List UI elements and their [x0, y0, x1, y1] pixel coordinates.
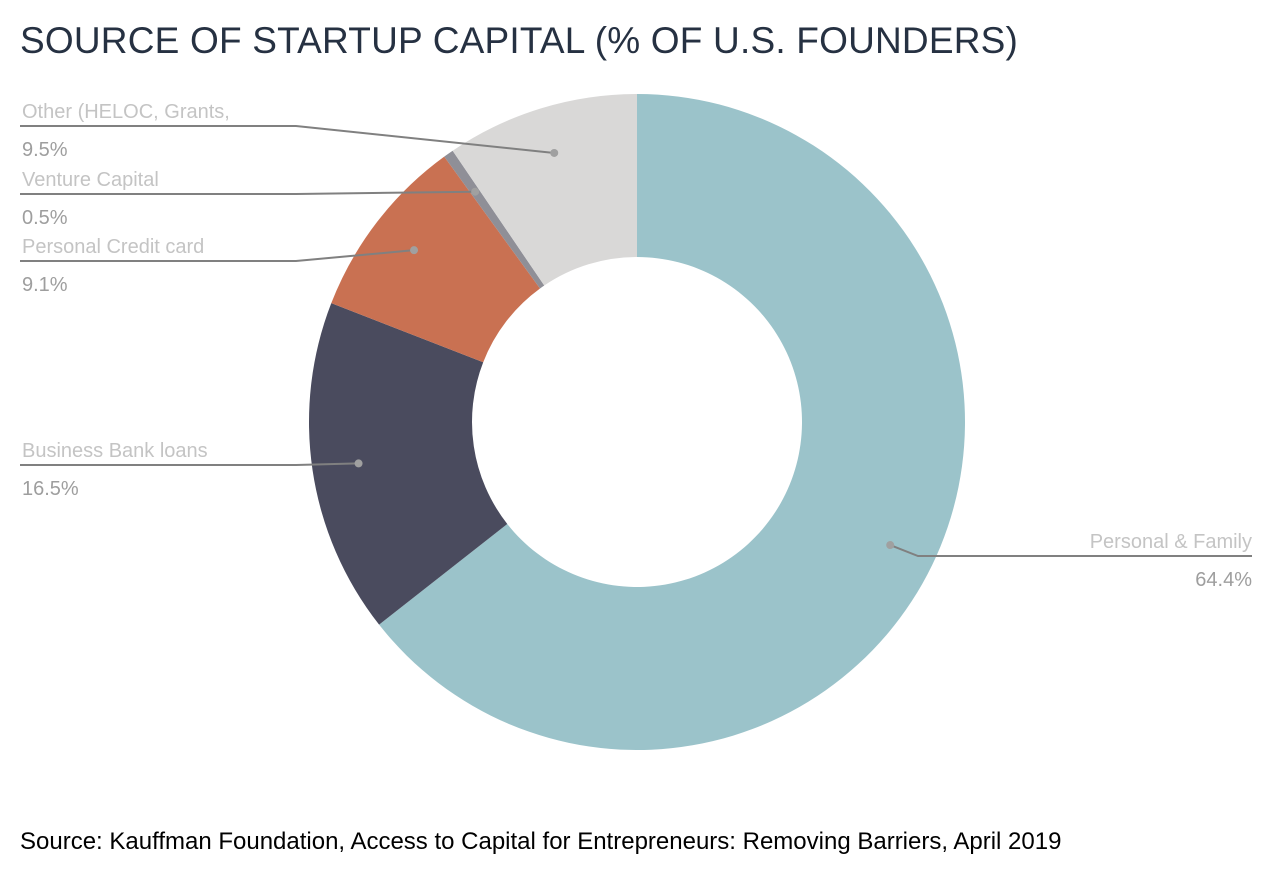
- source-note: Source: Kauffman Foundation, Access to C…: [20, 828, 1062, 855]
- slice-value-personal-credit-card: 9.1%: [22, 274, 68, 296]
- slice-personal-family: [379, 94, 965, 750]
- slice-other-heloc-grants: [452, 93, 637, 286]
- leader-line-business-bank-loans: [20, 462, 359, 466]
- leader-dot-venture-capital: [471, 187, 480, 196]
- leader-dot-other-heloc-grants: [550, 148, 559, 157]
- slice-label-other-heloc-grants: Other (HELOC, Grants,: [22, 101, 230, 123]
- leader-line-personal-family: [889, 544, 1252, 557]
- slice-value-other-heloc-grants: 9.5%: [22, 139, 68, 161]
- leader-dot-business-bank-loans: [354, 459, 363, 468]
- slice-label-personal-family: Personal & Family: [1090, 531, 1252, 553]
- leader-line-other-heloc-grants: [20, 125, 555, 154]
- slice-value-business-bank-loans: 16.5%: [22, 478, 79, 500]
- leader-line-personal-credit-card: [20, 249, 415, 262]
- slice-label-personal-credit-card: Personal Credit card: [22, 236, 204, 258]
- leader-dot-personal-family: [886, 541, 895, 550]
- slice-value-personal-family: 64.4%: [1195, 569, 1252, 591]
- slice-label-venture-capital: Venture Capital: [22, 169, 159, 191]
- slice-value-venture-capital: 0.5%: [22, 207, 68, 229]
- slice-label-business-bank-loans: Business Bank loans: [22, 440, 208, 462]
- slice-venture-capital: [444, 150, 545, 289]
- chart-title: SOURCE OF STARTUP CAPITAL (% OF U.S. FOU…: [20, 20, 1019, 61]
- leader-dot-personal-credit-card: [410, 246, 419, 255]
- leader-line-venture-capital: [20, 190, 476, 195]
- slice-business-bank-loans: [309, 303, 508, 625]
- slice-personal-credit-card: [331, 156, 541, 363]
